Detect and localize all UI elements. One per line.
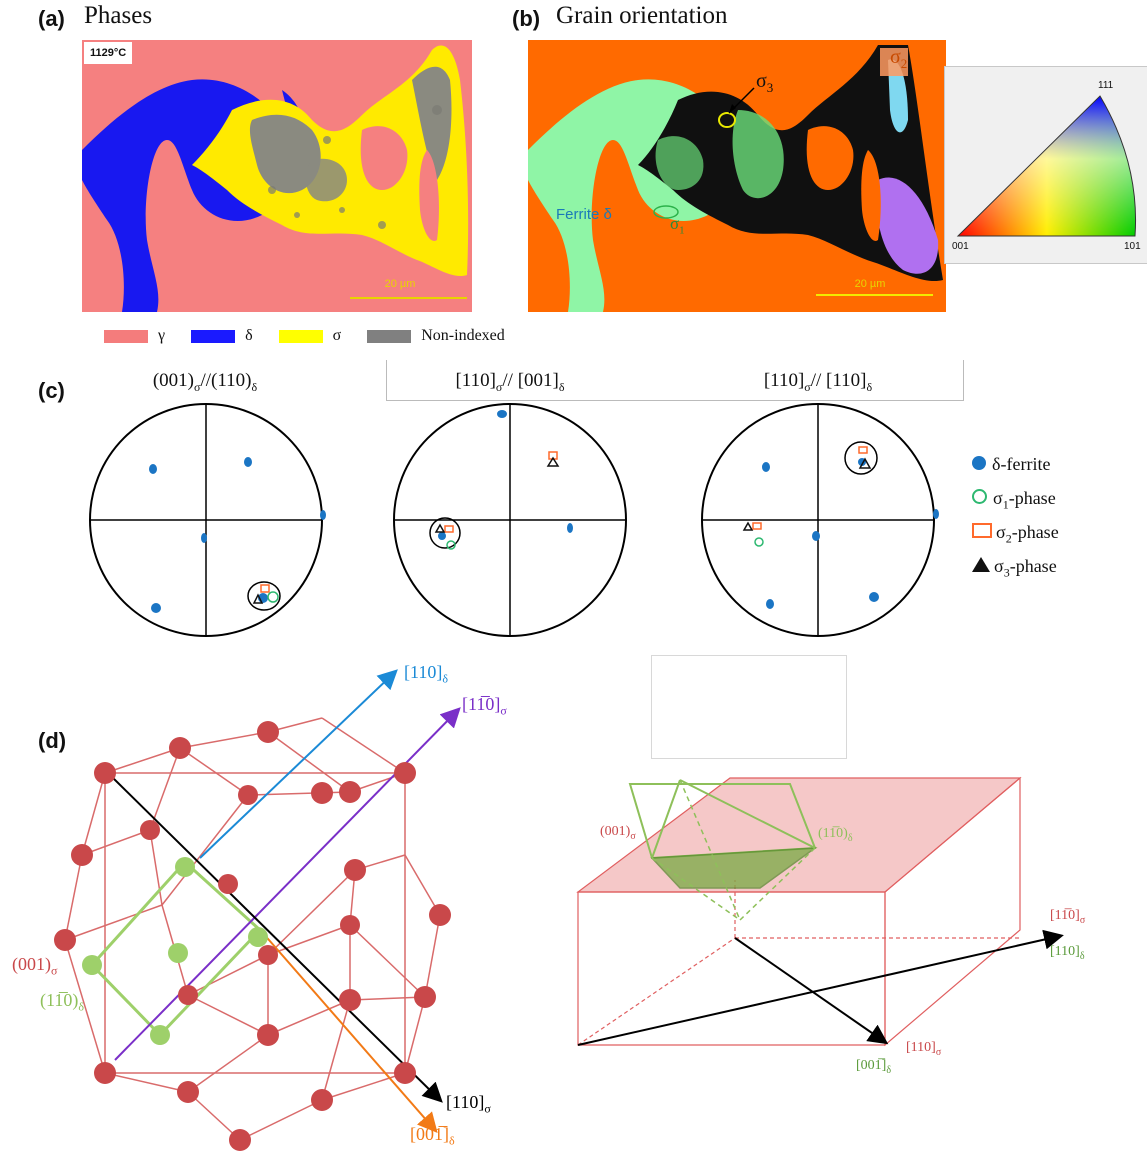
scale-bar-label-b: 20 µm: [854, 278, 886, 290]
pf1-cluster-circle: [247, 581, 281, 611]
pf1-title: (001)σ//(110)δ: [152, 370, 258, 394]
ipf-label-101: 101: [1124, 241, 1141, 252]
arrow-110-delta: [199, 669, 398, 859]
pf2-sigma1-marker: [446, 540, 456, 550]
pf3-sigma3-marker: [858, 457, 872, 469]
legend-gamma: γ: [104, 327, 165, 345]
pf2-delta-pole: [497, 410, 507, 418]
pf-legend-sigma2: σ2-phase: [972, 522, 1142, 556]
label-1m10-delta-left: (11̅0)δ: [40, 990, 84, 1014]
pf3-delta-pole: [766, 599, 774, 609]
legend-delta: δ: [191, 327, 253, 345]
pf1-delta-pole: [244, 457, 252, 467]
pf2-sigma2-marker: [444, 525, 454, 533]
pf2-title: [110]σ// [001]δ: [455, 370, 565, 394]
label-1m10-delta-right: (11̅0)δ: [818, 826, 853, 844]
temperature-tag: 1129°C: [84, 42, 133, 64]
pf-title-box: [386, 360, 964, 401]
label-001-sigma-right: (001)σ: [600, 824, 636, 842]
panel-a-label: (a): [38, 6, 65, 31]
label-00m1-delta-right: [001̅]δ: [856, 1058, 892, 1076]
phase-legend: γ δ σ Non-indexed: [104, 327, 527, 345]
scale-bar-label-a: 20 µm: [384, 278, 416, 290]
legend-sigma: σ: [278, 327, 341, 345]
legend-nonindexed: Non-indexed: [367, 327, 505, 345]
pf2-delta-pole: [567, 523, 573, 533]
sigma2-label: σ2: [890, 46, 908, 71]
pf1-sigma3-marker: [252, 593, 264, 604]
pf2-sigma3-marker-b: [546, 456, 560, 467]
crystal-lattice-diagram: [54, 669, 461, 1151]
pf1-delta-pole: [320, 510, 326, 520]
pf1-sigma1-marker: [267, 591, 279, 603]
label-001-sigma-left: (001)σ: [12, 954, 58, 978]
panel-b-title: Grain orientation: [556, 2, 728, 29]
pf-legend-sigma1: σ1-phase: [972, 488, 1142, 522]
pole-figure-legend: δ-ferrite σ1-phase σ2-phase σ3-phase: [972, 454, 1142, 590]
label-110-delta-left: [110]δ: [404, 662, 448, 686]
phase-map-image: [82, 40, 472, 312]
pf2-delta-pole: [438, 532, 446, 540]
pf-legend-sigma3: σ3-phase: [972, 556, 1142, 590]
pf3-sigma2-marker: [858, 446, 868, 454]
pf1-sigma2-marker: [260, 584, 270, 593]
label-00m1-delta-left: [001̅]δ: [410, 1124, 455, 1148]
label-1m10-sigma-right: [11̅0]σ: [1050, 908, 1086, 926]
orientation-box-diagram: [576, 776, 1064, 1047]
pf3-sigma1-marker: [754, 537, 764, 547]
blank-frame: [651, 655, 847, 759]
pf2-sigma3-marker: [434, 523, 446, 533]
ipf-label-111: 111: [1098, 80, 1114, 91]
pf-legend-delta: δ-ferrite: [972, 454, 1142, 488]
panel-d-label: (d): [38, 728, 67, 753]
panel-a-title: Phases: [84, 2, 153, 29]
ipf-color-triangle: [956, 95, 1137, 237]
pole-figure-3: [701, 403, 939, 637]
pf3-title: [110]σ// [110]δ: [763, 370, 873, 394]
pf3-delta-pole: [933, 509, 939, 519]
grain-orientation-image: [528, 40, 946, 312]
pole-figure-2: [393, 403, 627, 637]
pf3-cluster-circle: [844, 441, 878, 475]
panel-b-label: (b): [512, 6, 541, 31]
arrow-00m1-delta: [261, 931, 438, 1134]
pf3-delta-pole: [762, 462, 770, 472]
pf3-sigma2-marker-b: [752, 522, 762, 530]
label-110-sigma-right: [110]σ: [906, 1040, 942, 1058]
ferrite-label: Ferrite δ: [556, 206, 612, 223]
label-110-delta-right: [110]δ: [1050, 944, 1085, 962]
label-110-sigma-left: [110]σ: [446, 1092, 491, 1116]
pf1-delta-pole: [149, 464, 157, 474]
pole-figure-1: [89, 403, 326, 637]
pf3-delta-pole: [869, 592, 879, 602]
pf1-delta-pole: [151, 603, 161, 613]
sigma3-label: σ3: [756, 70, 774, 95]
label-1m10-sigma-left: [11̅0]σ: [462, 694, 507, 718]
pf1-delta-pole: [201, 533, 207, 543]
sigma1-label: σ1: [670, 214, 685, 237]
ipf-label-001: 001: [952, 241, 969, 252]
panel-c-label: (c): [38, 378, 65, 403]
pf3-delta-pole: [812, 531, 820, 541]
arrow-110-sigma: [109, 774, 443, 1103]
pf3-sigma3-marker-b: [742, 521, 754, 531]
pf2-cluster-circle: [429, 517, 461, 549]
